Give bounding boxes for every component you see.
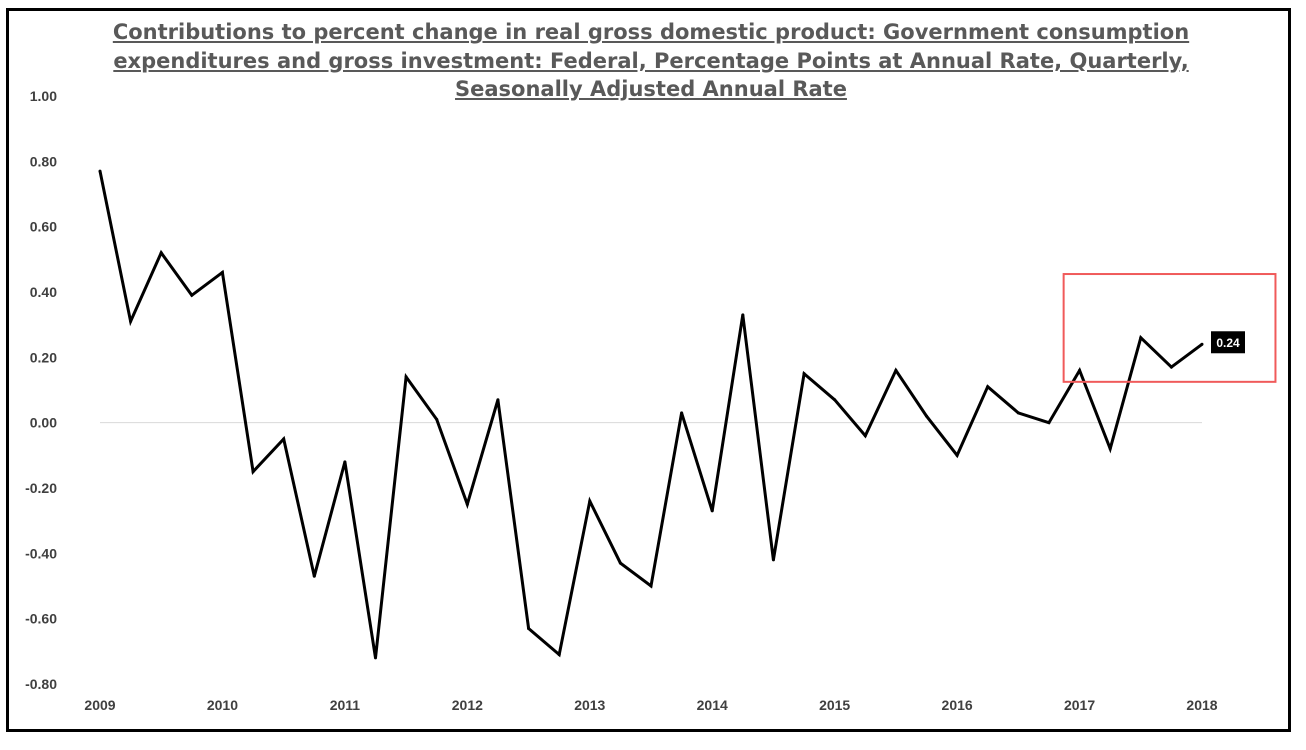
data-point xyxy=(802,372,806,376)
y-tick-label: -0.80 xyxy=(25,676,57,692)
y-tick-label: -0.20 xyxy=(25,480,57,496)
data-point xyxy=(925,414,928,418)
data-point xyxy=(986,385,990,389)
data-point xyxy=(680,411,684,415)
data-point xyxy=(710,509,714,513)
last-value-label: 0.24 xyxy=(1216,336,1240,350)
data-point xyxy=(833,398,837,402)
data-point xyxy=(1200,342,1204,346)
y-tick-label: 0.00 xyxy=(30,415,57,431)
data-point xyxy=(588,499,592,503)
data-point xyxy=(220,270,224,274)
data-point xyxy=(465,502,469,506)
data-point xyxy=(282,437,286,441)
y-tick-label: 1.00 xyxy=(30,88,57,104)
y-tick-label: 0.20 xyxy=(30,349,57,365)
x-tick-label: 2011 xyxy=(330,697,361,713)
y-tick-label: -0.60 xyxy=(25,611,57,627)
x-tick-label: 2016 xyxy=(942,697,973,713)
data-point xyxy=(159,251,163,255)
data-point xyxy=(1108,447,1112,451)
data-point xyxy=(557,653,561,657)
data-point xyxy=(1047,421,1051,425)
data-point xyxy=(771,558,775,562)
data-point xyxy=(312,574,316,578)
data-point xyxy=(435,417,439,421)
y-tick-label: 0.80 xyxy=(30,153,57,169)
x-axis: 2009 2010 2011 2012 2013 2014 2015 2016 2017 2018 xyxy=(84,697,1217,713)
highlight-box xyxy=(1062,273,1277,383)
x-tick-label: 2015 xyxy=(819,697,850,713)
last-value-badge xyxy=(1211,331,1245,354)
y-tick-label: 0.40 xyxy=(30,284,57,300)
data-point xyxy=(374,656,377,660)
data-point xyxy=(496,398,500,402)
data-point xyxy=(251,470,255,474)
data-point xyxy=(618,561,622,565)
data-point xyxy=(129,319,133,323)
x-tick-label: 2017 xyxy=(1064,697,1095,713)
x-tick-label: 2010 xyxy=(207,697,238,713)
data-point xyxy=(343,460,347,464)
data-point xyxy=(1169,365,1173,369)
data-point xyxy=(863,434,867,438)
chart-frame xyxy=(6,8,1291,732)
data-point xyxy=(649,584,653,588)
x-tick-label: 2014 xyxy=(697,697,728,713)
data-point xyxy=(741,313,745,317)
data-point xyxy=(190,293,194,297)
y-tick-label: -0.40 xyxy=(25,545,57,561)
x-tick-label: 2012 xyxy=(452,697,483,713)
x-tick-label: 2018 xyxy=(1186,697,1217,713)
data-point xyxy=(894,368,898,372)
data-point xyxy=(527,626,531,630)
x-tick-label: 2009 xyxy=(84,697,115,713)
data-point xyxy=(1016,411,1020,415)
chart-title: Contributions to percent change in real … xyxy=(112,20,1190,101)
x-tick-label: 2013 xyxy=(574,697,605,713)
y-axis: 1.00 0.80 0.60 0.40 0.20 0.00 -0.20 -0.40 -0.60 -… xyxy=(25,88,57,692)
data-point xyxy=(98,169,102,173)
annotation-layer: 0.24 xyxy=(240,273,1277,383)
data-point xyxy=(955,453,959,457)
series-layer xyxy=(98,169,1204,660)
data-point xyxy=(404,375,408,379)
data-point xyxy=(1078,368,1082,372)
y-tick-label: 0.60 xyxy=(30,219,57,235)
